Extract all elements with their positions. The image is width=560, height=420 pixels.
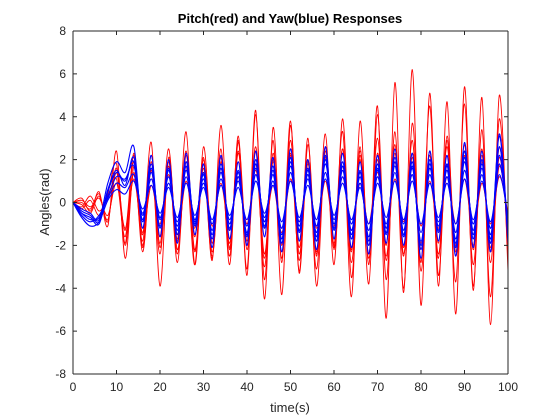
x-tick-label: 70 [371,380,385,394]
chart-title: Pitch(red) and Yaw(blue) Responses [178,11,402,26]
x-tick-label: 30 [197,380,211,394]
x-tick-label: 80 [414,380,428,394]
y-tick-label: -2 [55,238,66,252]
y-tick-label: -6 [55,324,66,338]
x-tick-label: 40 [240,380,254,394]
x-tick-label: 0 [70,380,77,394]
x-tick-label: 100 [498,380,518,394]
yaw-series-line-6 [72,146,509,246]
pitch-series-line-1 [72,69,509,326]
y-tick-label: -4 [55,281,66,295]
yaw-series-line-4 [72,174,509,227]
y-tick-label: 4 [59,110,66,124]
series-layer [72,69,509,326]
y-tick-label: 6 [59,67,66,81]
y-axis-ticks: -8 -6 -4 -2 0 2 4 6 8 [55,24,508,381]
x-tick-label: 60 [327,380,341,394]
x-axis-label: time(s) [270,400,310,415]
x-axis-ticks: 0 10 20 30 40 50 60 70 80 90 100 [70,31,518,394]
y-tick-label: 0 [59,196,66,210]
yaw-series-line-2 [72,154,509,242]
y-tick-label: 2 [59,153,66,167]
x-tick-label: 20 [153,380,167,394]
y-tick-label: -8 [55,367,66,381]
x-tick-label: 10 [110,380,124,394]
x-tick-label: 90 [458,380,472,394]
y-axis-label: Angles(rad) [37,168,52,235]
x-tick-label: 50 [284,380,298,394]
y-tick-label: 8 [59,24,66,38]
